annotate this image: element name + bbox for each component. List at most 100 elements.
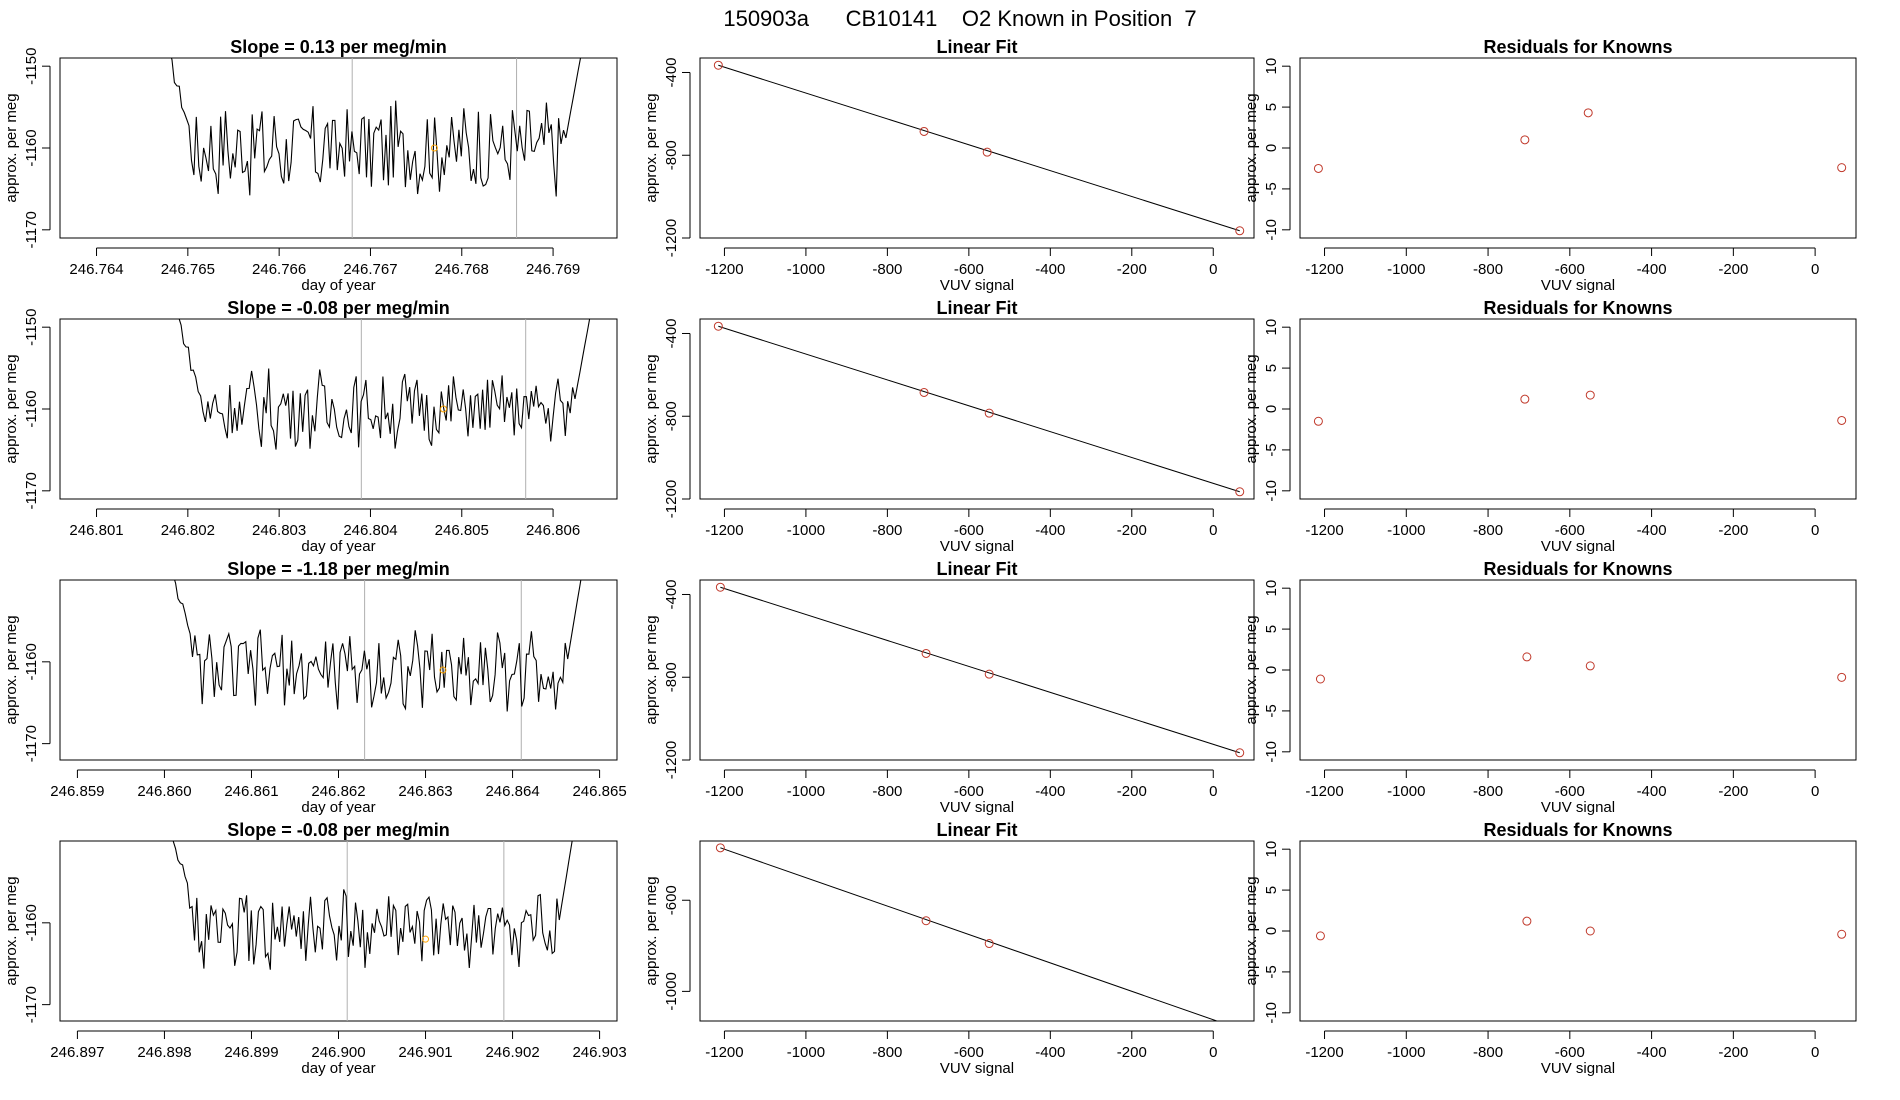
x-tick-label: -400 — [1637, 522, 1667, 539]
data-point — [919, 387, 929, 397]
y-tick-label: -1170 — [23, 986, 40, 1023]
x-tick-label: -600 — [1555, 783, 1585, 800]
y-tick-label: -1150 — [23, 48, 40, 85]
plot-frame — [59, 318, 618, 500]
x-tick-label: 246.897 — [50, 1044, 104, 1061]
x-tick-label: -600 — [1555, 1044, 1585, 1061]
x-tick-label: -400 — [1035, 522, 1065, 539]
y-tick-label: -400 — [663, 57, 680, 87]
x-axis-label: day of year — [301, 799, 375, 816]
x-tick-label: 246.903 — [572, 1044, 626, 1061]
data-point — [1235, 748, 1245, 758]
x-tick-label: -800 — [1473, 783, 1503, 800]
x-tick-label: -600 — [1555, 522, 1585, 539]
data-point — [1236, 1025, 1244, 1033]
highlight-point — [439, 666, 447, 674]
y-tick-label: -800 — [663, 140, 680, 170]
y-tick-label: -1160 — [23, 643, 40, 680]
y-tick-label: -1160 — [23, 904, 40, 941]
x-tick-label: -1000 — [1387, 783, 1425, 800]
x-tick-label: 246.899 — [224, 1044, 278, 1061]
data-point — [1235, 226, 1245, 236]
y-axis: -1200 -800 -400 — [663, 57, 691, 257]
x-tick-label: 246.860 — [137, 783, 191, 800]
data-point — [921, 648, 931, 658]
x-tick-label: -200 — [1718, 261, 1748, 278]
plot-frame — [59, 57, 618, 239]
plot-frame — [1299, 579, 1857, 761]
panel-residuals-row2: Residuals for Knowns-1200 -1000 -800 -600 -4… — [1243, 298, 1857, 555]
series-line — [170, 58, 582, 197]
y-tick-label: 0 — [1263, 927, 1280, 935]
y-axis: -1170 -1160 — [23, 643, 51, 762]
x-tick-label: 246.768 — [435, 261, 489, 278]
x-tick-label: -600 — [954, 522, 984, 539]
x-axis: 246.801 246.802 246.803 246.804 246.805 246.8… — [69, 508, 580, 539]
x-axis-label: VUV signal — [940, 799, 1014, 816]
series-line — [172, 841, 573, 970]
x-axis: -1200 -1000 -800 -600 -400 -200 0 — [1305, 508, 1819, 539]
fit-line — [718, 325, 1240, 493]
data-point — [1315, 674, 1325, 684]
y-axis-label: approx. per meg — [643, 615, 660, 724]
x-axis: -1200 -1000 -800 -600 -400 -200 0 — [705, 769, 1217, 800]
y-tick-label: 10 — [1263, 319, 1280, 336]
y-tick-label: -800 — [663, 662, 680, 692]
x-tick-label: -1200 — [1305, 783, 1343, 800]
x-tick-label: -1000 — [1387, 261, 1425, 278]
x-tick-label: -800 — [872, 522, 902, 539]
x-tick-label: 246.862 — [311, 783, 365, 800]
y-tick-label: -1150 — [23, 309, 40, 346]
x-axis-label: VUV signal — [1541, 1060, 1615, 1077]
data-point — [715, 843, 725, 853]
y-axis-label: approx. per meg — [643, 354, 660, 463]
data-point — [713, 60, 723, 70]
y-axis-label: approx. per meg — [643, 93, 660, 202]
panel-title: Linear Fit — [936, 298, 1017, 318]
x-tick-label: -400 — [1035, 261, 1065, 278]
x-tick-label: 0 — [1209, 522, 1217, 539]
x-tick-label: -200 — [1718, 1044, 1748, 1061]
plot-area — [178, 319, 591, 499]
y-tick-label: -1160 — [23, 390, 40, 427]
data-point — [1522, 652, 1532, 662]
y-axis-label: approx. per meg — [3, 354, 20, 463]
x-tick-label: 246.765 — [161, 261, 215, 278]
panel-title: Slope = -0.08 per meg/min — [227, 298, 450, 318]
data-point — [1313, 416, 1323, 426]
x-tick-label: -1000 — [787, 783, 825, 800]
data-point — [984, 939, 994, 949]
y-axis-label: approx. per meg — [1243, 876, 1260, 985]
x-tick-label: 246.864 — [485, 783, 539, 800]
x-tick-label: 246.802 — [161, 522, 215, 539]
y-tick-label: -1160 — [23, 129, 40, 166]
x-tick-label: -1000 — [1387, 522, 1425, 539]
x-tick-label: -1200 — [705, 522, 743, 539]
y-tick-label: -5 — [1263, 443, 1280, 456]
x-tick-label: -400 — [1637, 783, 1667, 800]
x-tick-label: 246.859 — [50, 783, 104, 800]
y-axis-label: approx. per meg — [1243, 354, 1260, 463]
plot-frame — [699, 840, 1255, 1022]
x-axis-label: day of year — [301, 1060, 375, 1077]
plot-area — [713, 321, 1245, 497]
x-tick-label: 0 — [1209, 1044, 1217, 1061]
y-tick-label: -1200 — [663, 480, 680, 518]
data-point — [1585, 390, 1595, 400]
x-tick-label: 246.901 — [398, 1044, 452, 1061]
panel-title: Slope = -1.18 per meg/min — [227, 559, 450, 579]
plot-frame — [1299, 840, 1857, 1022]
plot-area — [174, 580, 582, 760]
y-tick-label: -1200 — [663, 219, 680, 257]
x-axis: -1200 -1000 -800 -600 -400 -200 0 — [1305, 769, 1819, 800]
y-tick-label: -1000 — [663, 972, 680, 1010]
x-tick-label: -800 — [1473, 261, 1503, 278]
x-tick-label: 246.803 — [252, 522, 306, 539]
x-tick-label: -200 — [1117, 1044, 1147, 1061]
y-tick-label: 10 — [1263, 580, 1280, 597]
panel-timeseries-row3: Slope = -1.18 per meg/min 246.859 246.860 2… — [3, 559, 627, 816]
plot-area — [1315, 916, 1847, 941]
data-point — [921, 916, 931, 926]
x-tick-label: -200 — [1718, 522, 1748, 539]
